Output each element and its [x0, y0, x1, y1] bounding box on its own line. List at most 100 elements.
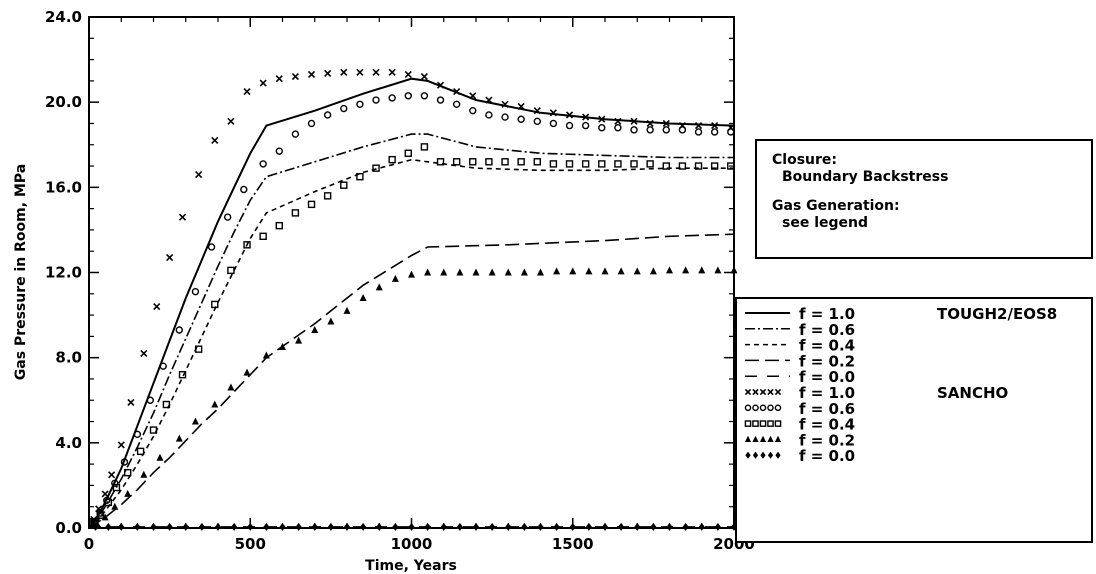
data-point — [391, 274, 399, 282]
data-point — [436, 158, 445, 166]
x-axis-title: Time, Years — [365, 558, 457, 574]
data-point — [694, 162, 703, 170]
data-point — [694, 122, 703, 130]
legend-marker — [774, 420, 782, 427]
y-tick-label: 0.0 — [55, 519, 82, 537]
data-point — [585, 522, 592, 531]
data-point — [127, 398, 135, 406]
data-point — [96, 511, 104, 519]
y-tick-label: 16.0 — [45, 178, 82, 196]
legend-marker — [767, 420, 774, 427]
data-point — [195, 170, 203, 179]
data-point — [275, 75, 283, 83]
legend-marker — [767, 388, 774, 396]
data-point — [243, 368, 251, 376]
data-point — [424, 268, 432, 276]
data-point — [678, 126, 687, 134]
data-point — [392, 522, 399, 531]
data-point — [553, 267, 561, 275]
data-point — [565, 160, 574, 168]
data-point — [598, 160, 606, 168]
data-point — [124, 489, 132, 497]
data-point — [108, 471, 116, 479]
data-point — [617, 267, 625, 275]
legend-marker — [759, 404, 767, 412]
data-point — [630, 126, 638, 134]
data-point — [307, 70, 316, 79]
data-point — [388, 155, 396, 164]
data-point — [601, 267, 609, 275]
data-point — [104, 498, 113, 507]
data-point — [323, 192, 332, 200]
data-point — [101, 490, 109, 498]
data-point — [549, 109, 557, 117]
legend-label: f = 0.4 — [799, 416, 855, 434]
closure-value: Boundary Backstress — [782, 169, 948, 185]
data-point — [194, 345, 203, 353]
x-tick-label: 500 — [235, 535, 266, 553]
data-point — [263, 522, 270, 531]
legend-marker — [744, 420, 752, 427]
data-point — [103, 496, 111, 505]
data-point — [211, 300, 219, 309]
legend-label: f = 1.0 — [799, 305, 855, 323]
data-point — [698, 266, 706, 274]
series-line — [88, 133, 734, 529]
data-point — [710, 128, 719, 136]
data-point — [175, 434, 183, 442]
legend-group-label: SANCHO — [937, 384, 1008, 402]
legend-marker — [744, 435, 752, 442]
data-point — [101, 513, 109, 521]
data-point — [323, 111, 332, 119]
data-point — [469, 92, 477, 100]
data-point — [227, 383, 235, 391]
legend-label: f = 0.2 — [799, 431, 855, 449]
data-point — [117, 441, 125, 449]
data-point — [614, 160, 622, 168]
data-point — [156, 453, 164, 461]
data-point — [307, 200, 316, 209]
data-point — [489, 522, 496, 531]
data-point — [356, 68, 364, 76]
data-point — [714, 522, 721, 531]
y-tick-label: 20.0 — [45, 93, 82, 111]
data-point — [581, 121, 590, 130]
series-3 — [88, 158, 734, 529]
series-4 — [88, 233, 735, 529]
data-point — [231, 522, 238, 531]
legend-marker — [759, 420, 767, 427]
data-point — [146, 396, 154, 404]
data-point — [420, 143, 429, 151]
data-point — [682, 266, 690, 274]
data-point — [359, 294, 367, 302]
legend-entry: f = 0.6 — [744, 400, 855, 418]
data-point — [469, 106, 477, 115]
data-point — [175, 326, 184, 334]
data-point — [191, 287, 200, 296]
legend-marker — [774, 404, 782, 412]
data-point — [711, 122, 719, 130]
series-8 — [90, 143, 735, 526]
data-point — [372, 96, 380, 104]
legend-marker — [774, 388, 782, 396]
data-point — [533, 107, 541, 115]
y-tick-label: 8.0 — [55, 349, 82, 367]
legend-label: f = 0.6 — [799, 400, 855, 418]
data-point — [95, 505, 103, 513]
legend-marker — [745, 451, 751, 459]
data-point — [549, 119, 558, 128]
data-point — [133, 430, 142, 439]
legend-marker — [752, 388, 759, 396]
closure-label: Closure: — [772, 152, 837, 168]
legend-frame — [735, 297, 1093, 543]
legend-marker — [744, 388, 752, 396]
data-point — [565, 111, 574, 119]
data-point — [549, 160, 558, 168]
data-point — [420, 73, 428, 81]
data-point — [178, 371, 187, 379]
legend-marker — [767, 451, 774, 459]
data-point — [120, 458, 129, 466]
data-point — [134, 522, 141, 531]
data-point — [553, 522, 560, 531]
